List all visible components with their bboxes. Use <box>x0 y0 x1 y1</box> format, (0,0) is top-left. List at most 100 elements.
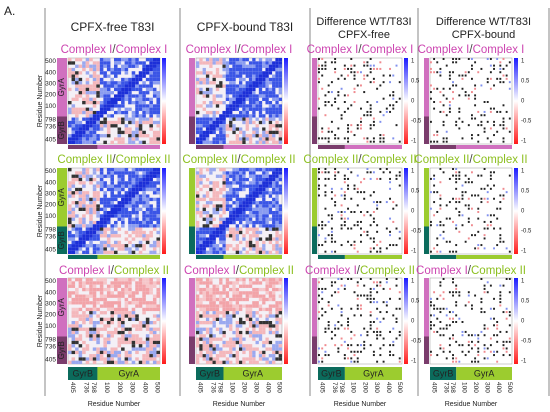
heatmap-cell <box>82 117 86 121</box>
heatmap-cell <box>232 84 236 88</box>
heatmap-cell <box>398 360 401 363</box>
heatmap-cell <box>85 207 90 211</box>
heatmap-cell <box>262 240 266 245</box>
heatmap-cell <box>464 204 467 207</box>
heatmap-cell <box>135 291 139 295</box>
heatmap-cell <box>202 61 206 65</box>
heatmap-cell <box>85 317 90 321</box>
heatmap-cell <box>255 207 259 211</box>
heatmap-cell <box>205 304 210 308</box>
heatmap-cell <box>156 64 160 68</box>
heatmap-cell <box>508 314 511 317</box>
heatmap-cell <box>205 307 210 312</box>
side-bar-gyrb <box>312 226 317 254</box>
heatmap-cell <box>452 97 454 100</box>
heatmap-cell <box>471 360 473 363</box>
heatmap-cell <box>278 104 282 108</box>
colorbar-tick-label: 1 <box>411 59 415 65</box>
heatmap-cell <box>347 74 350 77</box>
heatmap-cell <box>135 207 139 211</box>
heatmap-cell <box>202 307 206 312</box>
heatmap-cell <box>502 104 505 107</box>
heatmap-cell <box>229 184 233 188</box>
heatmap-cell <box>212 110 216 115</box>
row-title-left: Complex I <box>416 265 468 277</box>
y-tick-label: 405 <box>45 246 56 253</box>
heatmap-cell <box>149 87 153 92</box>
heatmap-cell <box>99 77 104 82</box>
heatmap-cell <box>278 81 282 85</box>
heatmap-cell <box>205 81 210 85</box>
heatmap-cell <box>124 357 129 361</box>
heatmap-cell <box>439 220 442 223</box>
heatmap-cell <box>225 204 230 208</box>
heatmap-cell <box>239 97 243 101</box>
heatmap-cell <box>330 130 333 133</box>
heatmap-cell <box>71 244 76 248</box>
heatmap-cell <box>239 284 243 288</box>
heatmap-cell <box>114 284 118 288</box>
heatmap-cell <box>89 227 93 231</box>
heatmap-cell <box>458 197 461 200</box>
heatmap-cell <box>321 74 324 77</box>
heatmap-cell <box>92 120 97 125</box>
heatmap-cell <box>255 317 259 321</box>
heatmap-cell <box>78 327 83 331</box>
heatmap-cell <box>96 64 100 68</box>
heatmap-cell <box>275 230 279 235</box>
heatmap-bg <box>317 57 403 145</box>
heatmap-cell <box>337 347 340 350</box>
heatmap-cell <box>215 314 220 318</box>
heatmap-cell <box>145 337 150 341</box>
heatmap-cell <box>480 84 483 87</box>
heatmap-cell <box>477 360 480 363</box>
heatmap-cell <box>124 168 129 172</box>
heatmap-cell <box>124 214 129 218</box>
heatmap-cell <box>493 171 495 174</box>
heatmap-cell <box>68 234 72 238</box>
heatmap <box>429 167 513 255</box>
heatmap-cell <box>92 104 97 108</box>
heatmap-cell <box>215 127 220 131</box>
heatmap-cell <box>135 301 139 305</box>
heatmap-cell <box>215 67 220 72</box>
heatmap-cell <box>452 250 454 253</box>
heatmap-cell <box>199 307 203 312</box>
heatmap-cell <box>272 91 276 95</box>
heatmap-cell <box>68 71 72 75</box>
heatmap-cell <box>486 227 489 230</box>
heatmap-cell <box>458 214 461 217</box>
heatmap-cell <box>89 357 93 361</box>
heatmap-cell <box>439 204 442 207</box>
heatmap-cell <box>92 304 97 308</box>
heatmap-cell <box>252 337 256 341</box>
heatmap-cell <box>222 211 226 215</box>
heatmap-cell <box>212 291 216 295</box>
heatmap-cell <box>128 291 132 295</box>
heatmap-cell <box>275 124 279 128</box>
heatmap-cell <box>142 211 146 215</box>
x-tick-label: 798 <box>90 382 97 393</box>
heatmap-cell <box>272 191 276 195</box>
heatmap-cell <box>196 110 200 115</box>
heatmap-cell <box>496 217 499 220</box>
heatmap-cell <box>68 217 72 221</box>
heatmap-cell <box>75 84 79 88</box>
heatmap-cell <box>92 294 97 298</box>
heatmap-cell <box>268 204 273 208</box>
heatmap-cell <box>376 291 379 294</box>
heatmap-cell <box>117 107 122 111</box>
heatmap-cell <box>340 311 343 314</box>
heatmap-cell <box>360 344 362 347</box>
heatmap-cell <box>222 354 226 358</box>
heatmap-cell <box>128 64 132 68</box>
heatmap-cell <box>196 287 200 292</box>
heatmap-cell <box>71 191 76 195</box>
heatmap-cell <box>235 84 239 88</box>
heatmap-cell <box>205 321 210 325</box>
heatmap-cell <box>124 304 129 308</box>
heatmap-cell <box>149 197 153 202</box>
heatmap-cell <box>430 120 432 123</box>
heatmap-cell <box>436 297 439 300</box>
heatmap-cell <box>275 234 279 238</box>
